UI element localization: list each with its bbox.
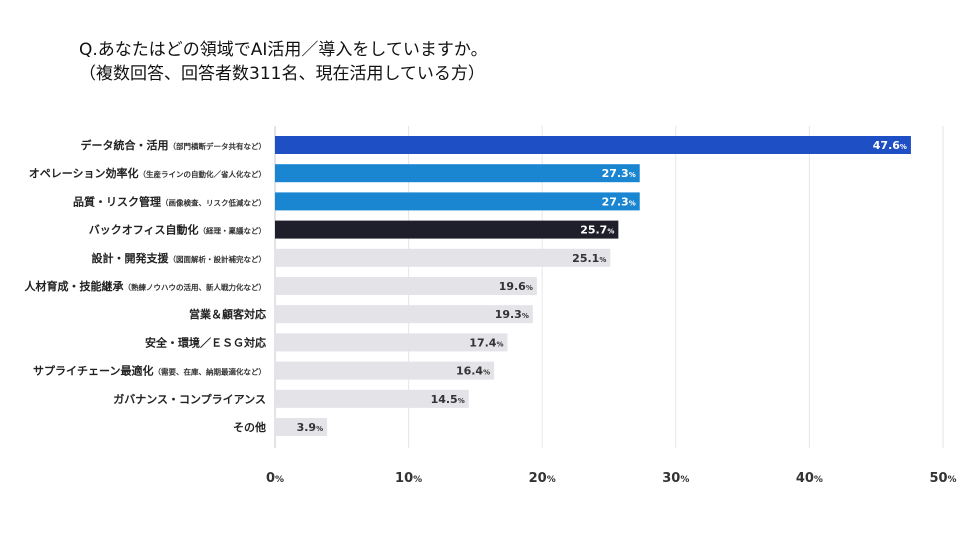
question-line-1: Q.あなたはどの領域でAI活用／導入をしていますか。 [79,40,488,60]
question-title: Q.あなたはどの領域でAI活用／導入をしていますか。 （複数回答、回答者数311… [79,38,488,86]
value-label: 25.1% [572,252,606,265]
value-label: 16.4% [456,365,490,378]
category-label: 品質・リスク管理（画像検査、リスク低減など） [73,194,266,208]
bars [275,136,911,436]
x-tick-label: 50% [929,471,956,486]
value-labels: 47.6% 27.3% 27.3% 25.7% 25.1% 19.6% 19.3% 17.4%… [297,139,907,434]
bar [275,220,619,239]
category-label: 設計・開発支援（図面解析・設計補完など） [92,251,267,265]
bar [275,389,469,408]
value-label: 14.5% [431,393,465,406]
value-label: 25.7% [580,224,614,237]
bar [275,305,533,324]
category-label: オペレーション効率化（生産ラインの自動化／省人化など） [29,166,266,180]
value-label: 47.6% [873,139,907,152]
bar [275,418,328,436]
bar [275,361,495,380]
x-tick-label: 40% [796,471,823,486]
x-axis-ticks: 0% 10% 20% 30% 40% 50% [266,471,957,486]
category-label: バックオフィス自動化（経理・稟議など） [89,223,266,237]
bar [275,277,537,295]
category-labels: データ統合・活用（部門横断データ共有など） オペレーション効率化（生産ラインの自動… [25,138,267,434]
category-label: 人材育成・技能継承（熟練ノウハウの活用、新人戦力化など） [25,279,267,293]
category-label: 営業＆顧客対応 [189,307,266,321]
category-label: サプライチェーン最適化（需要、在庫、納期最適化など） [33,364,266,378]
x-tick-label: 30% [662,471,689,486]
bar [275,164,640,183]
bar [275,136,911,154]
x-tick-label: 10% [395,471,422,486]
value-label: 17.4% [469,336,503,349]
x-tick-label: 0% [266,471,284,486]
category-label: その他 [233,420,266,434]
category-label: 安全・環境／ＥＳＧ対応 [145,335,266,349]
category-label: データ統合・活用（部門横断データ共有など） [81,138,267,152]
category-label: ガバナンス・コンプライアンス [113,392,266,406]
value-label: 19.3% [495,308,529,321]
value-label: 27.3% [602,195,636,208]
bar [275,333,508,352]
bar [275,248,611,267]
x-tick-label: 20% [529,471,556,486]
value-label: 19.6% [499,280,533,293]
question-line-2: （複数回答、回答者数311名、現在活用している方） [79,64,485,84]
value-label: 27.3% [602,167,636,180]
bar [275,192,640,211]
value-label: 3.9% [297,421,324,434]
